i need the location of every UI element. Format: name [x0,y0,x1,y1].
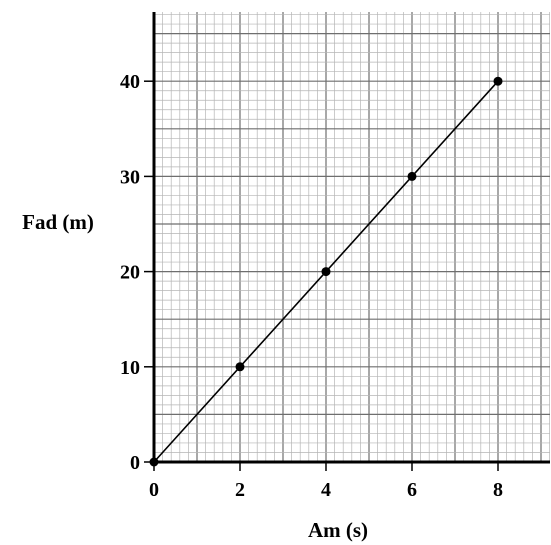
x-tick-label: 6 [407,479,417,501]
x-tick-label: 8 [493,479,503,501]
x-tick-label: 0 [149,479,159,501]
y-tick-label: 0 [130,452,140,474]
data-point [407,171,417,181]
y-tick-label: 10 [120,357,140,379]
y-tick-label: 40 [120,71,140,93]
data-point [321,267,331,277]
y-tick-label: 30 [120,166,140,188]
data-point [149,457,159,467]
data-point [235,362,245,372]
x-axis-title: Am (s) [308,518,368,542]
x-tick-label: 4 [321,479,331,501]
tick-labels: 0 2 4 6 8 0 10 20 30 40 [120,71,503,501]
data-points [149,76,503,467]
y-tick-label: 20 [120,262,140,284]
axes [144,12,550,471]
data-point [493,76,503,86]
y-axis-title: Fad (m) [22,210,94,234]
grid [154,12,550,462]
x-tick-label: 2 [235,479,245,501]
